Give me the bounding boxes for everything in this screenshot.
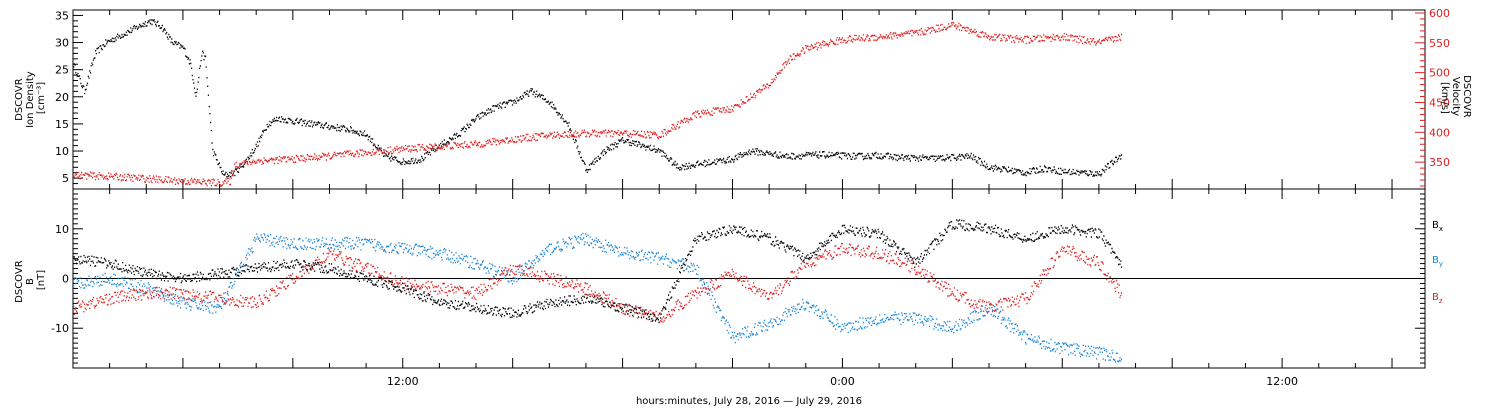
density-label-line-1: DSCOVR <box>14 78 25 121</box>
plasma-ticks <box>72 9 1425 190</box>
bx-series <box>73 219 1123 324</box>
bz-series <box>73 243 1123 323</box>
velocity-series <box>73 21 1123 187</box>
legend-by: By <box>1432 255 1443 268</box>
x-tick-label: 12:00 <box>1266 375 1298 388</box>
velocity-tick-label: 600 <box>1429 7 1450 20</box>
by-series <box>73 232 1123 363</box>
legend-bz: Bz <box>1432 292 1443 305</box>
b-label-line-3: [nT] <box>36 270 47 290</box>
velocity-label-line-2: Velocity <box>1450 77 1461 116</box>
legend-bx: Bx <box>1432 220 1443 233</box>
density-tick-label: 25 <box>55 64 69 77</box>
magnetic-data <box>73 219 1123 363</box>
b-axis-label: DSCOVR B [nT] <box>14 257 47 303</box>
velocity-tick-label: 550 <box>1429 37 1450 50</box>
velocity-tick-label: 400 <box>1429 126 1450 139</box>
x-tick-label: 0:00 <box>830 375 855 388</box>
density-tick-label: 10 <box>55 145 69 158</box>
b-tick-label: 10 <box>55 223 69 236</box>
density-label-line-2: Ion Density <box>25 71 36 128</box>
b-tick-label: -10 <box>51 322 69 335</box>
velocity-tick-label: 500 <box>1429 67 1450 80</box>
b-label-line-2: B <box>25 278 36 285</box>
plasma-data <box>73 19 1123 187</box>
density-tick-label: 20 <box>55 91 69 104</box>
magnetic-ticks <box>72 188 1425 369</box>
density-label-line-3: [cm⁻³] <box>36 82 47 114</box>
velocity-label-line-3: [km/s] <box>1439 82 1450 114</box>
velocity-label-line-1: DSCOVR <box>1461 75 1472 118</box>
velocity-tick-label: 450 <box>1429 96 1450 109</box>
x-tick-label: 12:00 <box>387 375 419 388</box>
x-axis-title: hours:minutes, July 28, 2016 — July 29, … <box>636 396 862 407</box>
density-tick-label: 35 <box>55 9 69 22</box>
density-tick-label: 15 <box>55 118 69 131</box>
velocity-tick-label: 350 <box>1429 156 1450 169</box>
velocity-axis-label: DSCOVR Velocity [km/s] <box>1439 75 1472 121</box>
b-tick-label: 0 <box>62 273 69 286</box>
tick-labels: 12:00 0:00 12:00 5 10 15 20 25 30 35 350 400 450 500 5… <box>51 7 1450 388</box>
density-axis-label: DSCOVR Ion Density [cm⁻³] <box>14 68 47 128</box>
density-tick-label: 5 <box>62 172 69 185</box>
density-tick-label: 30 <box>55 37 69 50</box>
b-label-line-1: DSCOVR <box>14 260 25 303</box>
density-series <box>73 19 1123 178</box>
